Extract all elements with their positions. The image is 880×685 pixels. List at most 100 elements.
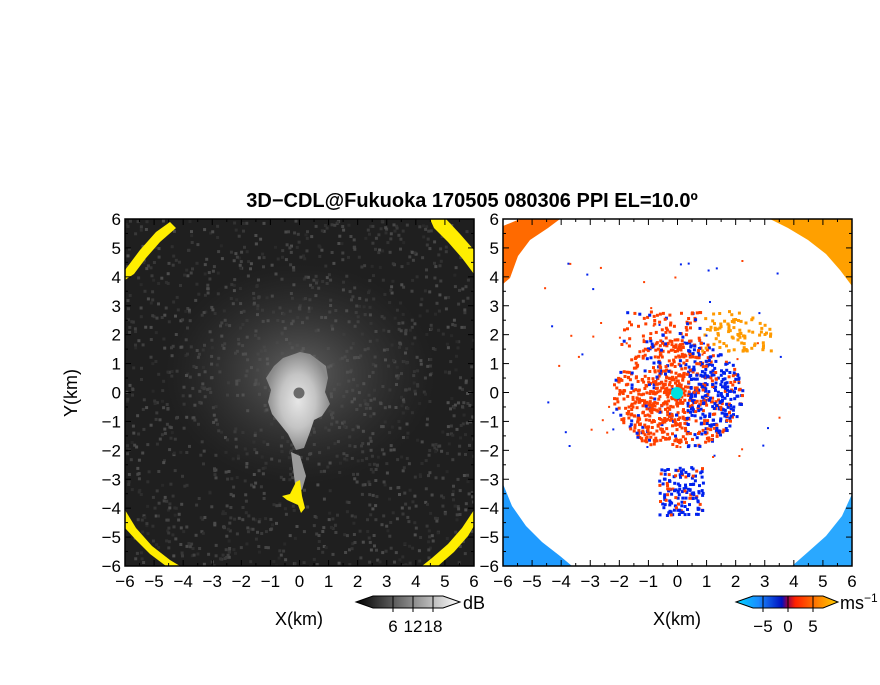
velocity-echo-pixel [688,349,692,353]
velocity-echo-pixel [664,336,668,340]
velocity-echo-pixel [653,397,657,401]
velocity-echo-pixel [721,430,725,434]
velocity-echo-pixel [704,389,707,393]
reflectivity-noise-pixel [462,413,466,417]
velocity-echo-pixel [666,388,670,392]
reflectivity-noise-pixel [425,423,429,427]
reflectivity-noise-pixel [344,551,348,554]
reflectivity-noise-pixel [413,475,417,479]
velocity-echo-pixel [680,426,684,430]
velocity-echo-pixel [650,426,654,429]
velocity-echo-pixel [688,368,692,372]
velocity-echo-pixel [679,475,682,479]
reflectivity-noise-pixel [352,521,356,525]
velocity-echo-pixel [658,395,662,399]
velocity-y-tick-label: 6 [490,210,499,229]
reflectivity-noise-pixel [144,228,148,231]
reflectivity-noise-pixel [243,479,247,483]
velocity-echo-pixel [709,428,713,432]
velocity-echo-pixel [674,496,678,500]
reflectivity-y-tick-label: −5 [102,528,121,547]
velocity-echo-pixel [671,424,674,428]
reflectivity-noise-pixel [306,505,310,509]
velocity-echo-pixel [677,354,681,358]
velocity-y-tick-label: 3 [490,297,499,316]
reflectivity-noise-pixel [229,250,233,254]
reflectivity-noise-pixel [353,247,357,251]
reflectivity-noise-pixel [207,552,211,556]
reflectivity-noise-pixel [136,414,140,418]
velocity-colorbar-bar [734,595,840,609]
velocity-echo-pixel [689,344,693,348]
velocity-echo-pixel [643,387,647,390]
reflectivity-noise-pixel [368,540,372,544]
velocity-echo-pixel [676,349,679,353]
reflectivity-noise-pixel [464,379,468,383]
velocity-echo-pixel [647,403,651,407]
velocity-echo-pixel [713,402,717,406]
velocity-echo-pixel [681,496,685,500]
reflectivity-noise-pixel [328,511,332,515]
reflectivity-noise-pixel [452,318,456,322]
reflectivity-noise-pixel [389,546,393,550]
velocity-echo-pixel [689,393,693,397]
reflectivity-noise-pixel [345,500,349,504]
velocity-echo-pixel [678,422,682,426]
velocity-echo-pixel [718,340,722,344]
velocity-echo-pixel [676,508,680,512]
reflectivity-noise-pixel [285,243,289,247]
velocity-echo-pixel [739,319,743,323]
reflectivity-noise-pixel [312,557,316,561]
reflectivity-noise-pixel [360,265,364,269]
reflectivity-noise-pixel [129,458,133,462]
reflectivity-noise-pixel [196,243,200,247]
reflectivity-noise-pixel [419,475,422,478]
reflectivity-noise-pixel [407,520,411,524]
velocity-echo-pixel [684,437,687,441]
velocity-echo-pixel [678,466,682,470]
velocity-echo-pixel [666,493,670,497]
reflectivity-noise-pixel [292,508,296,512]
reflectivity-noise-pixel [149,355,153,359]
velocity-echo-pixel [671,487,675,491]
reflectivity-noise-pixel [424,459,428,463]
reflectivity-noise-pixel [459,256,463,260]
reflectivity-noise-pixel [364,236,368,240]
reflectivity-noise-pixel [451,493,455,497]
velocity-echo-pixel [674,376,678,380]
reflectivity-noise-pixel [371,224,375,228]
velocity-echo-pixel [671,443,675,446]
reflectivity-noise-pixel [371,241,375,245]
velocity-echo-pixel [691,408,695,412]
reflectivity-noise-pixel [199,516,203,520]
reflectivity-noise-pixel [240,250,244,254]
velocity-echo-pixel [707,346,711,350]
reflectivity-noise-pixel [136,472,140,476]
reflectivity-noise-pixel [350,547,354,551]
velocity-echo-pixel [645,340,649,344]
reflectivity-noise-pixel [371,507,375,511]
velocity-echo-pixel [706,374,709,378]
reflectivity-noise-pixel [434,443,438,446]
velocity-echo-pixel [618,390,622,394]
velocity-echo-pixel [737,319,740,322]
reflectivity-noise-pixel [421,224,425,228]
velocity-echo-pixel [689,396,693,400]
reflectivity-noise-pixel [165,422,169,426]
velocity-echo-pixel [692,368,696,372]
reflectivity-noise-pixel [260,532,264,535]
velocity-echo-pixel [718,346,722,349]
reflectivity-noise-pixel [420,297,424,301]
velocity-echo-pixel [663,472,667,476]
reflectivity-noise-pixel [330,223,334,227]
reflectivity-noise-pixel [435,448,439,452]
velocity-echo-pixel [737,382,740,385]
velocity-echo-pixel [735,415,739,419]
reflectivity-noise-pixel [139,306,143,310]
reflectivity-noise-pixel [224,470,228,474]
velocity-echo-pixel [710,400,714,404]
reflectivity-noise-pixel [188,545,192,549]
reflectivity-noise-pixel [228,547,232,550]
velocity-echo-pixel [682,355,686,359]
velocity-echo-pixel [621,392,625,395]
